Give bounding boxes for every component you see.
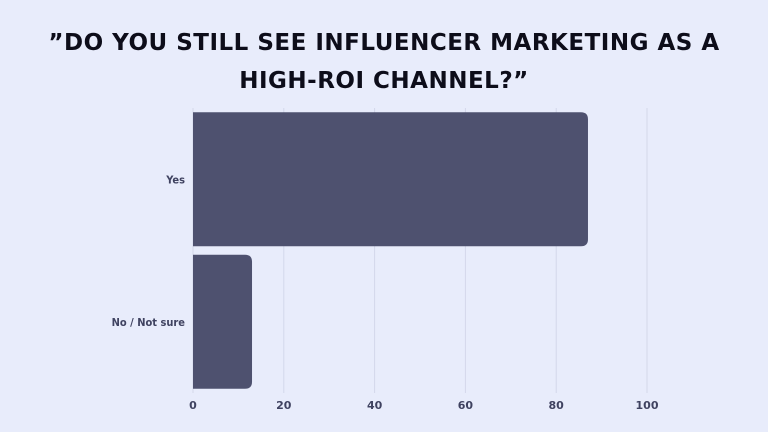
x-tick-label: 0 bbox=[189, 399, 197, 412]
bar-yes bbox=[193, 112, 588, 247]
category-labels: Yes No / Not sure bbox=[112, 173, 186, 329]
bar-no-not-sure bbox=[193, 254, 253, 389]
x-tick-label: 80 bbox=[549, 399, 565, 412]
chart-title: ”Do you still see influencer marketing a… bbox=[48, 30, 720, 94]
category-label: Yes bbox=[165, 173, 185, 186]
x-tick-label: 60 bbox=[458, 399, 474, 412]
bars bbox=[193, 112, 588, 389]
x-tick-label: 100 bbox=[636, 399, 659, 412]
x-tick-label: 40 bbox=[367, 399, 383, 412]
category-label: No / Not sure bbox=[112, 316, 186, 329]
x-tick-labels: 0 20 40 60 80 100 bbox=[189, 399, 659, 412]
x-tick-label: 20 bbox=[276, 399, 292, 412]
